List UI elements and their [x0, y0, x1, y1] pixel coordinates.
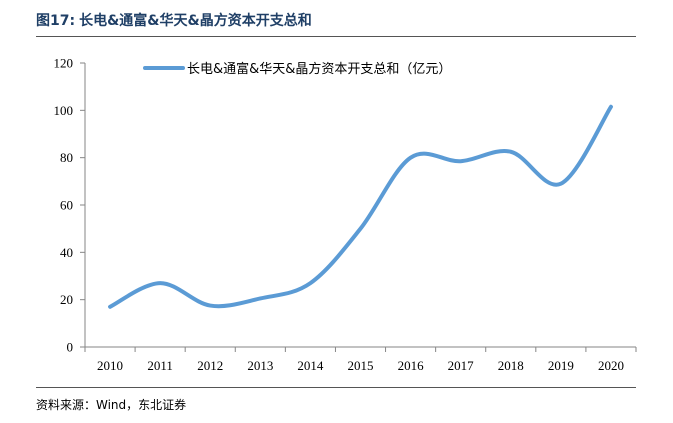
legend-label: 长电&通富&华天&晶方资本开支总和（亿元）: [187, 61, 451, 77]
y-axis: 0 20 40 60 80 100 120: [54, 56, 86, 355]
x-tick-label: 2019: [548, 358, 574, 373]
y-tick-label: 40: [60, 245, 73, 260]
y-tick-label: 20: [60, 292, 73, 307]
bottom-rule: [36, 387, 636, 388]
series-line: [108, 104, 613, 309]
x-tick-label: 2011: [147, 358, 173, 373]
y-tick-label: 0: [67, 340, 74, 355]
top-rule: [36, 36, 636, 37]
y-tick-label: 80: [60, 150, 73, 165]
y-tick-label: 60: [60, 198, 73, 213]
x-tick-label: 2014: [297, 358, 324, 373]
x-tick-label: 2012: [197, 358, 223, 373]
figure-number: 图17:: [36, 13, 76, 29]
x-tick-label: 2017: [448, 358, 475, 373]
x-tick-label: 2020: [598, 358, 624, 373]
legend: 长电&通富&华天&晶方资本开支总和（亿元）: [143, 61, 451, 77]
x-tick-label: 2013: [247, 358, 273, 373]
x-tick-label: 2016: [398, 358, 425, 373]
x-axis: 2010 2011 2012 2013 2014 2015 2016 2017 2018 2019…: [84, 346, 637, 373]
y-tick-label: 120: [54, 56, 74, 71]
x-tick-label: 2015: [348, 358, 374, 373]
figure-title: 图17: 长电&通富&华天&晶方资本开支总和: [36, 10, 312, 30]
series-group: [108, 104, 613, 309]
x-tick-label: 2010: [97, 358, 123, 373]
figure-title-text: 长电&通富&华天&晶方资本开支总和: [79, 13, 312, 29]
y-tick-label: 100: [54, 103, 74, 118]
source-note: 资料来源：Wind，东北证券: [36, 398, 187, 412]
x-tick-label: 2018: [498, 358, 524, 373]
